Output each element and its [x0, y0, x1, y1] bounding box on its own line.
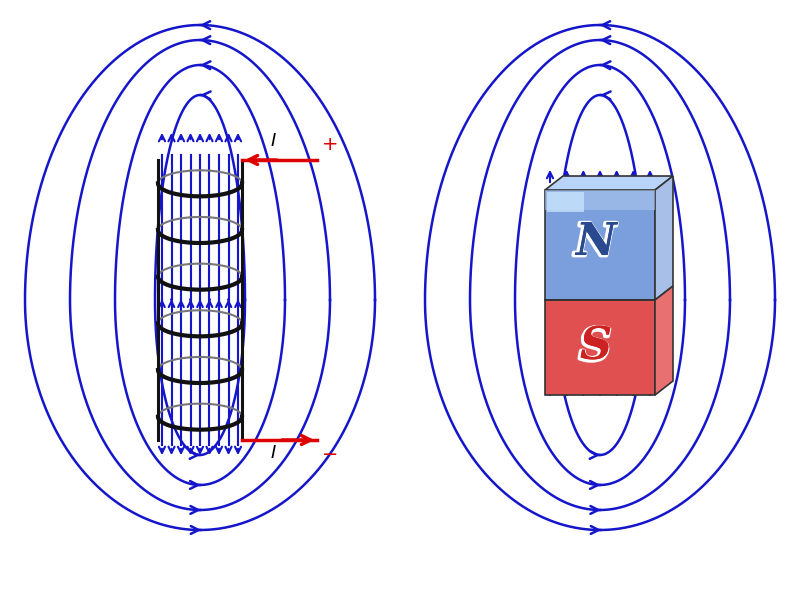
Text: $I$: $I$ [270, 444, 277, 462]
Polygon shape [545, 190, 655, 300]
Text: S: S [579, 326, 611, 369]
Text: N: N [574, 221, 615, 264]
Polygon shape [655, 286, 673, 395]
Text: $-$: $-$ [321, 443, 338, 462]
Polygon shape [545, 176, 673, 190]
Text: N: N [574, 221, 615, 264]
Polygon shape [655, 176, 673, 300]
Text: S: S [579, 326, 611, 369]
Text: S: S [579, 326, 611, 369]
Text: $+$: $+$ [321, 135, 338, 154]
Polygon shape [547, 192, 583, 212]
Polygon shape [545, 190, 655, 210]
Text: $I$: $I$ [270, 132, 277, 150]
Text: N: N [574, 221, 615, 264]
Polygon shape [545, 300, 655, 395]
